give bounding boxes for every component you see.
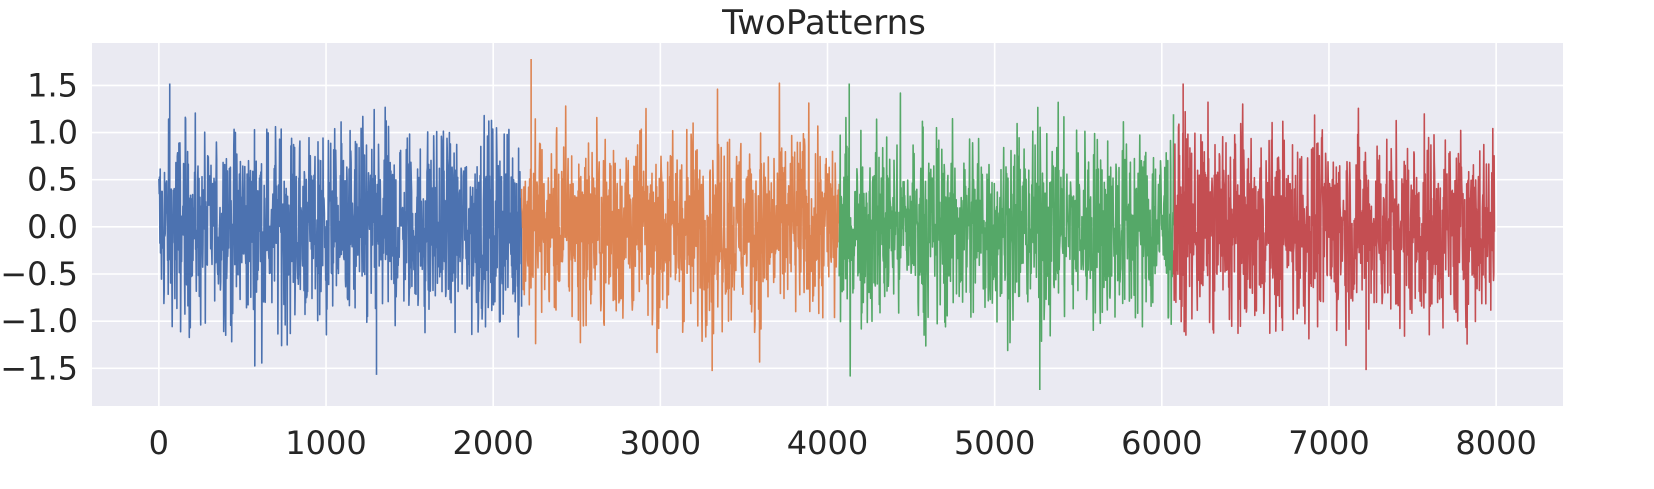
x-tick-label: 2000 xyxy=(452,424,533,462)
y-tick-label: −0.5 xyxy=(0,255,78,293)
series-line xyxy=(1172,101,1496,347)
y-tick-label: −1.0 xyxy=(0,302,78,340)
x-tick-label: 8000 xyxy=(1455,424,1536,462)
x-tick-label: 3000 xyxy=(620,424,701,462)
x-tick-label: 5000 xyxy=(954,424,1035,462)
y-tick-label: 1.5 xyxy=(27,66,78,104)
y-tick-label: 0.0 xyxy=(27,208,78,246)
series-2 xyxy=(520,59,840,372)
y-tick-label: −1.5 xyxy=(0,349,78,387)
x-tick-label: 0 xyxy=(149,424,169,462)
x-axis-ticks: 0 1000 2000 3000 4000 5000 6000 7000 8000 xyxy=(149,424,1537,462)
series-4 xyxy=(1172,83,1496,371)
series-layer xyxy=(158,59,1496,390)
y-axis-ticks: −1.5 −1.0 −0.5 0.0 0.5 1.0 1.5 xyxy=(0,66,78,387)
series-line xyxy=(838,92,1175,377)
chart-title: TwoPatterns xyxy=(721,3,926,43)
series-line xyxy=(520,82,840,363)
x-tick-label: 4000 xyxy=(787,424,868,462)
y-tick-label: 0.5 xyxy=(27,161,78,199)
x-tick-label: 1000 xyxy=(285,424,366,462)
x-tick-label: 6000 xyxy=(1121,424,1202,462)
series-3 xyxy=(838,83,1175,390)
series-1 xyxy=(158,83,523,375)
x-tick-label: 7000 xyxy=(1288,424,1369,462)
series-line xyxy=(158,106,523,367)
y-tick-label: 1.0 xyxy=(27,114,78,152)
